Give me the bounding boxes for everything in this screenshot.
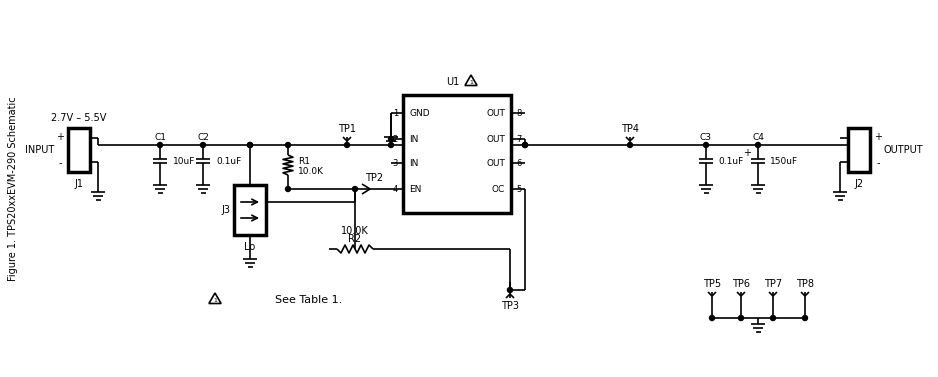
Text: J1: J1: [74, 179, 83, 189]
Text: TP3: TP3: [501, 301, 519, 311]
Bar: [848, 128, 870, 172]
Circle shape: [738, 316, 744, 320]
Text: R1: R1: [298, 158, 310, 167]
Circle shape: [522, 143, 527, 147]
Circle shape: [522, 143, 527, 147]
Text: -: -: [58, 158, 62, 168]
Circle shape: [628, 143, 632, 147]
Text: See Table 1.: See Table 1.: [275, 295, 342, 305]
Text: 150uF: 150uF: [770, 156, 798, 166]
Circle shape: [344, 143, 350, 147]
Text: 1: 1: [213, 297, 217, 302]
Text: TP7: TP7: [764, 279, 782, 289]
Text: Figure 1. TPS20xxEVM-290 Schematic: Figure 1. TPS20xxEVM-290 Schematic: [8, 96, 18, 281]
Text: GND: GND: [409, 109, 430, 118]
Text: -: -: [876, 158, 880, 168]
Circle shape: [248, 143, 252, 147]
Text: OUT: OUT: [486, 158, 505, 167]
Text: 10.0K: 10.0K: [341, 226, 369, 236]
Text: IN: IN: [409, 135, 418, 144]
Text: 2.7V – 5.5V: 2.7V – 5.5V: [52, 113, 107, 123]
Circle shape: [755, 143, 761, 147]
Text: OUT: OUT: [486, 135, 505, 144]
Circle shape: [803, 316, 808, 320]
Text: 1: 1: [393, 109, 398, 118]
Circle shape: [388, 136, 394, 141]
Text: OC: OC: [492, 184, 505, 193]
Circle shape: [507, 288, 512, 293]
Text: TP5: TP5: [703, 279, 721, 289]
Text: 4: 4: [393, 184, 398, 193]
Circle shape: [388, 143, 394, 147]
Text: 0.1uF: 0.1uF: [718, 156, 743, 166]
Circle shape: [285, 187, 291, 192]
Text: +: +: [874, 132, 882, 142]
Text: C1: C1: [154, 132, 166, 141]
Circle shape: [353, 187, 357, 192]
Circle shape: [201, 143, 205, 147]
Text: 1: 1: [469, 80, 473, 84]
Text: 5: 5: [516, 184, 522, 193]
Text: 10.0K: 10.0K: [298, 167, 324, 176]
Text: 0.1uF: 0.1uF: [216, 156, 241, 166]
Text: C2: C2: [197, 132, 209, 141]
Text: OUTPUT: OUTPUT: [884, 145, 924, 155]
Text: 2: 2: [393, 135, 398, 144]
Circle shape: [248, 143, 252, 147]
Text: R2: R2: [348, 234, 361, 244]
Text: IN: IN: [409, 158, 418, 167]
Text: EN: EN: [409, 184, 421, 193]
Text: TP1: TP1: [338, 124, 356, 134]
Text: INPUT: INPUT: [24, 145, 54, 155]
Text: C4: C4: [752, 132, 764, 141]
Circle shape: [285, 143, 291, 147]
Text: TP2: TP2: [365, 173, 383, 183]
Text: TP4: TP4: [621, 124, 639, 134]
Text: TP6: TP6: [732, 279, 750, 289]
Text: TP8: TP8: [796, 279, 814, 289]
Bar: [234, 185, 266, 235]
Text: 3: 3: [393, 158, 398, 167]
Text: 8: 8: [516, 109, 522, 118]
Text: J3: J3: [221, 205, 230, 215]
Text: 6: 6: [516, 158, 522, 167]
Circle shape: [709, 316, 715, 320]
Text: OUT: OUT: [486, 109, 505, 118]
Circle shape: [704, 143, 708, 147]
Circle shape: [770, 316, 776, 320]
Text: +: +: [743, 148, 751, 158]
Text: U1: U1: [446, 77, 459, 87]
Circle shape: [158, 143, 162, 147]
Text: +: +: [56, 132, 64, 142]
Text: J2: J2: [855, 179, 864, 189]
Text: C3: C3: [700, 132, 712, 141]
Text: Lo: Lo: [245, 242, 256, 252]
Text: 10uF: 10uF: [173, 156, 195, 166]
Bar: [403, 95, 511, 213]
Bar: [68, 128, 90, 172]
Text: 7: 7: [516, 135, 522, 144]
